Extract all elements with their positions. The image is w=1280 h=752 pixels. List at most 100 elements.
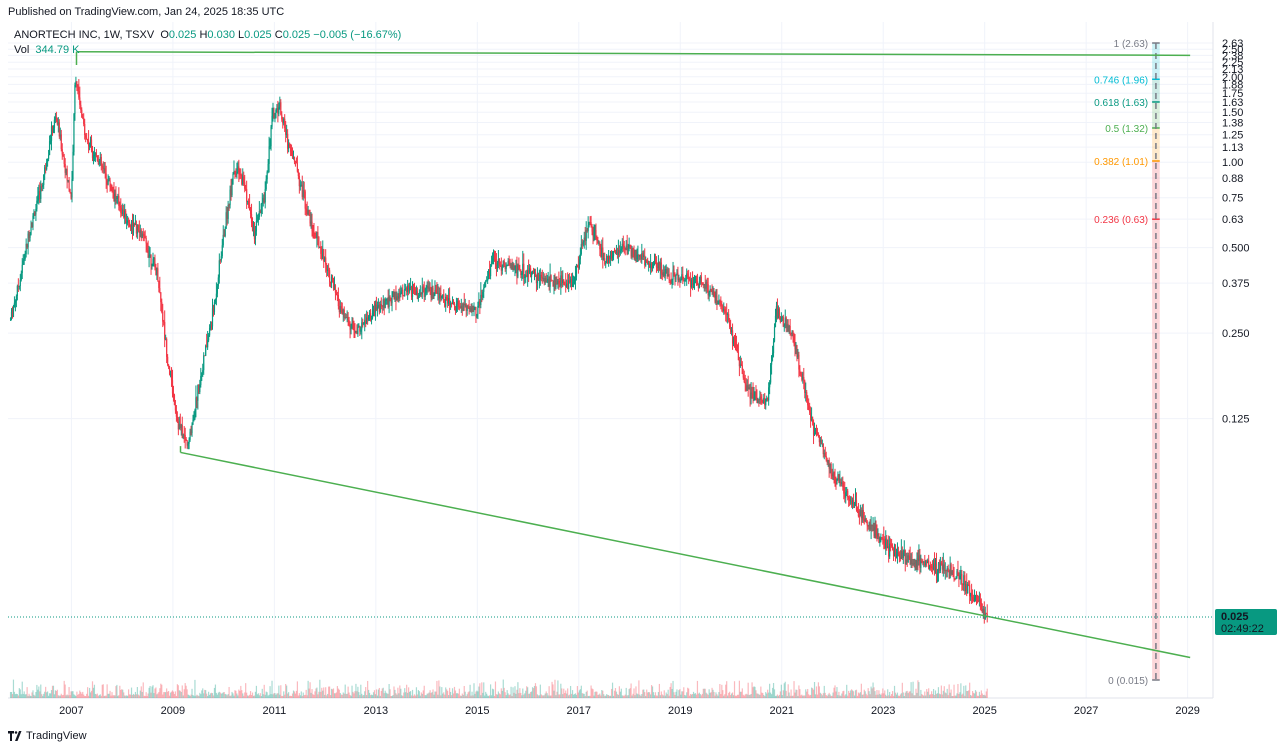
candle-body <box>222 234 224 246</box>
candle-body <box>245 188 247 190</box>
volume-bar <box>538 695 540 698</box>
volume-bar <box>59 695 61 698</box>
candle-body <box>276 108 278 110</box>
candle-body <box>14 301 17 303</box>
volume-bar <box>858 693 861 698</box>
volume-bar <box>894 692 897 698</box>
time-tick-label: 2017 <box>567 705 591 717</box>
volume-bar <box>354 691 356 698</box>
candle-body <box>906 559 908 562</box>
candle-body <box>683 279 685 282</box>
volume-bar <box>57 695 59 698</box>
volume-bar <box>911 693 913 698</box>
volume-bar <box>691 693 694 698</box>
candle-body <box>452 300 455 304</box>
candle-body <box>370 317 373 321</box>
candle-body <box>30 226 32 235</box>
volume-bar <box>73 694 75 698</box>
candle-body <box>462 303 464 311</box>
candle-body <box>463 303 465 306</box>
candle-body <box>405 288 407 289</box>
candle-body <box>876 533 878 537</box>
candle-body <box>548 278 550 287</box>
volume-bar <box>881 693 883 698</box>
candle-body <box>662 272 664 276</box>
volume-bar <box>778 694 780 698</box>
candle-body <box>65 168 67 173</box>
candle-body <box>476 314 478 317</box>
candle-body <box>975 596 978 601</box>
trend-line[interactable] <box>76 50 1191 57</box>
candle-body <box>700 276 702 284</box>
candle-body <box>501 266 503 271</box>
volume-bar <box>234 690 236 698</box>
candle-body <box>12 306 15 317</box>
candle-body <box>826 460 828 463</box>
volume-bar <box>28 693 30 698</box>
last-price-badge[interactable] <box>1215 609 1277 636</box>
candle-body <box>562 279 564 284</box>
time-tick-label: 2013 <box>364 705 388 717</box>
candle-body <box>727 314 729 315</box>
volume-bar <box>678 690 680 698</box>
volume-bar <box>42 695 44 698</box>
volume-bar <box>790 689 792 698</box>
candle-body <box>305 208 307 210</box>
candle-body <box>742 373 744 378</box>
volume-bar <box>405 692 407 698</box>
symbol-label[interactable]: ANORTECH INC, 1W, TSXV <box>14 29 155 41</box>
volume-bar <box>132 693 135 698</box>
volume-bar <box>758 694 760 698</box>
volume-bar <box>964 695 966 698</box>
candle-body <box>111 189 113 193</box>
volume-bar <box>560 683 562 698</box>
candle-body <box>685 278 687 280</box>
volume-bar <box>468 691 470 698</box>
volume-bar <box>609 695 612 698</box>
volume-bar <box>328 686 331 698</box>
volume-bar <box>344 684 346 698</box>
candle-body <box>492 255 495 259</box>
volume-bar <box>504 692 506 698</box>
volume-bar <box>800 695 802 698</box>
time-tick-label: 2025 <box>972 705 996 717</box>
candle-body <box>296 163 298 172</box>
volume-bar <box>97 695 99 698</box>
candle-body <box>29 234 31 238</box>
volume-bar <box>871 688 873 698</box>
footer-brand[interactable]: TradingView <box>8 730 87 742</box>
time-tick-label: 2029 <box>1175 705 1199 717</box>
candle-body <box>766 398 768 400</box>
volume-bar <box>109 690 111 698</box>
fib-zone <box>1152 43 1160 80</box>
candle-body <box>628 244 630 248</box>
volume-bar <box>933 695 936 698</box>
volume-bar <box>947 695 949 698</box>
candle-body <box>985 613 987 615</box>
volume-bar <box>49 693 52 698</box>
volume-bar <box>760 686 762 698</box>
volume-bar <box>127 695 129 698</box>
volume-bar <box>529 693 531 698</box>
candle-body <box>203 355 205 371</box>
candle-body <box>494 259 497 265</box>
volume-bar <box>337 688 339 698</box>
volume-bar <box>311 689 313 698</box>
candle-body <box>345 317 347 318</box>
volume-bar <box>849 692 851 698</box>
volume-bar <box>137 694 139 698</box>
volume-bar <box>458 688 460 698</box>
volume-bar <box>449 687 451 698</box>
volume-bar <box>63 680 65 698</box>
candle-body <box>521 272 523 275</box>
volume-bar <box>707 694 709 698</box>
candle-body <box>112 192 114 194</box>
volume-bar <box>658 683 660 698</box>
volume-bar <box>648 692 650 698</box>
candle-body <box>469 308 471 309</box>
volume-bar <box>482 692 484 698</box>
trend-line[interactable] <box>180 451 1191 659</box>
candle-body <box>354 330 356 333</box>
volume-bar <box>345 693 347 698</box>
